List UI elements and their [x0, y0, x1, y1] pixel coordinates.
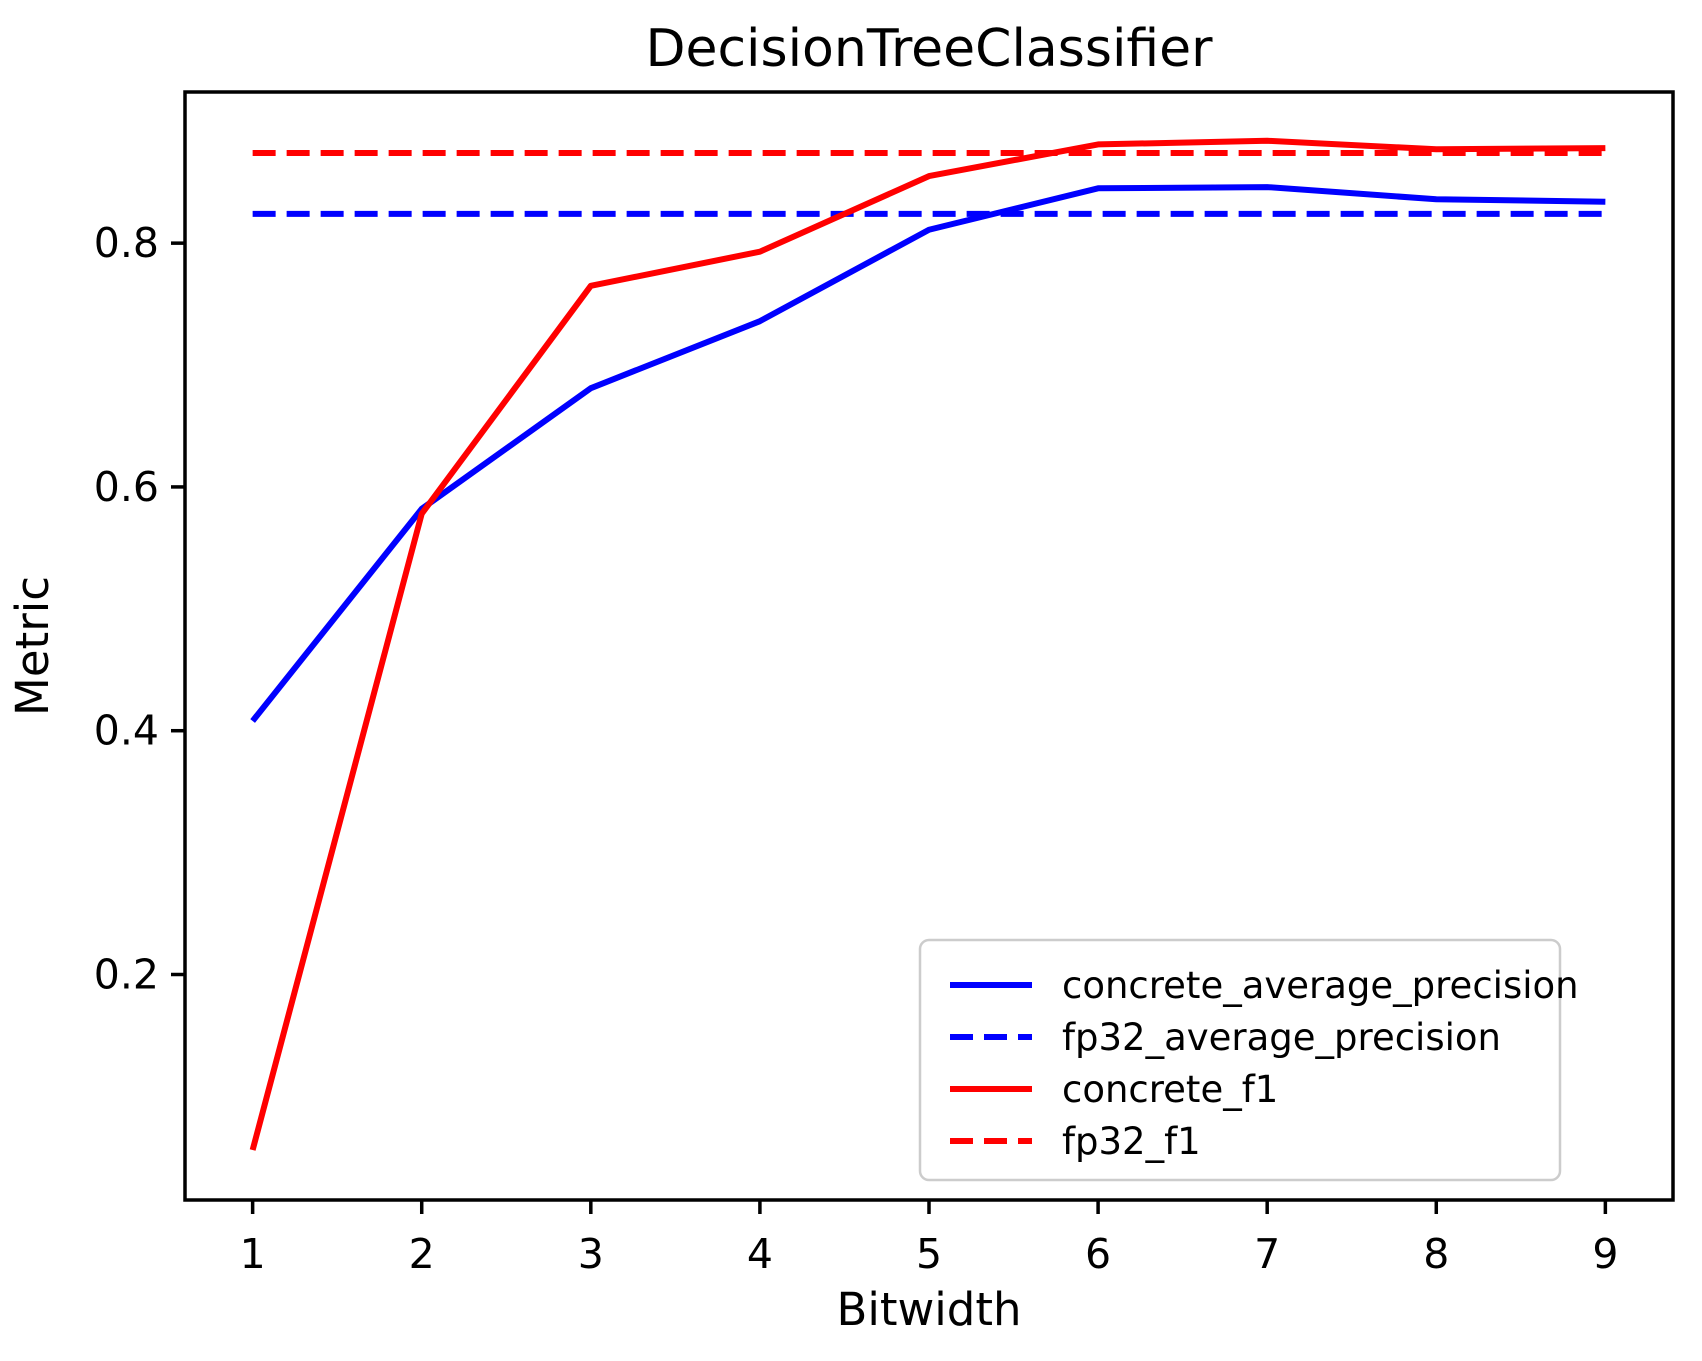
legend-label: fp32_f1: [1062, 1120, 1201, 1163]
legend-label: concrete_f1: [1062, 1068, 1278, 1111]
x-axis-tick-label: 8: [1423, 1230, 1449, 1278]
y-axis-tick-label: 0.2: [94, 950, 159, 998]
x-axis-tick-label: 9: [1592, 1230, 1618, 1278]
x-axis-tick-label: 2: [409, 1230, 435, 1278]
x-axis-tick-label: 3: [578, 1230, 604, 1278]
x-axis-tick-label: 7: [1254, 1230, 1280, 1278]
legend: concrete_average_precision fp32_average_p…: [918, 938, 1579, 1182]
legend-item: concrete_average_precision: [950, 964, 1579, 1007]
chart-title: DecisionTreeClassifier: [645, 19, 1213, 79]
x-axis-tick-label: 5: [916, 1230, 942, 1278]
legend-item: concrete_f1: [950, 1068, 1278, 1111]
y-axis-tick-label: 0.6: [94, 463, 159, 511]
legend-item: fp32_average_precision: [950, 1016, 1501, 1059]
x-axis-tick-label: 1: [240, 1230, 266, 1278]
y-axis-tick-label: 0.8: [94, 219, 159, 267]
legend-label: fp32_average_precision: [1062, 1016, 1501, 1059]
legend-item: fp32_f1: [950, 1120, 1201, 1163]
x-axis-label: Bitwidth: [836, 1283, 1021, 1336]
plot-series-layer: [249, 137, 1606, 1151]
series-line-concrete_f1: [249, 137, 1606, 1151]
y-axis-tick-label: 0.4: [94, 707, 159, 755]
legend-label: concrete_average_precision: [1062, 964, 1579, 1007]
x-axis-tick-label: 4: [747, 1230, 773, 1278]
plot-axes-layer: 1 2 3 4 5 6 7 8 9 0.2 0.4 0.6 0.8: [94, 90, 1675, 1278]
series-line-concrete_average_precision: [250, 184, 1606, 723]
x-axis-tick-label: 6: [1085, 1230, 1111, 1278]
y-axis-label: Metric: [6, 576, 59, 716]
legend-frame: [918, 938, 1562, 1182]
